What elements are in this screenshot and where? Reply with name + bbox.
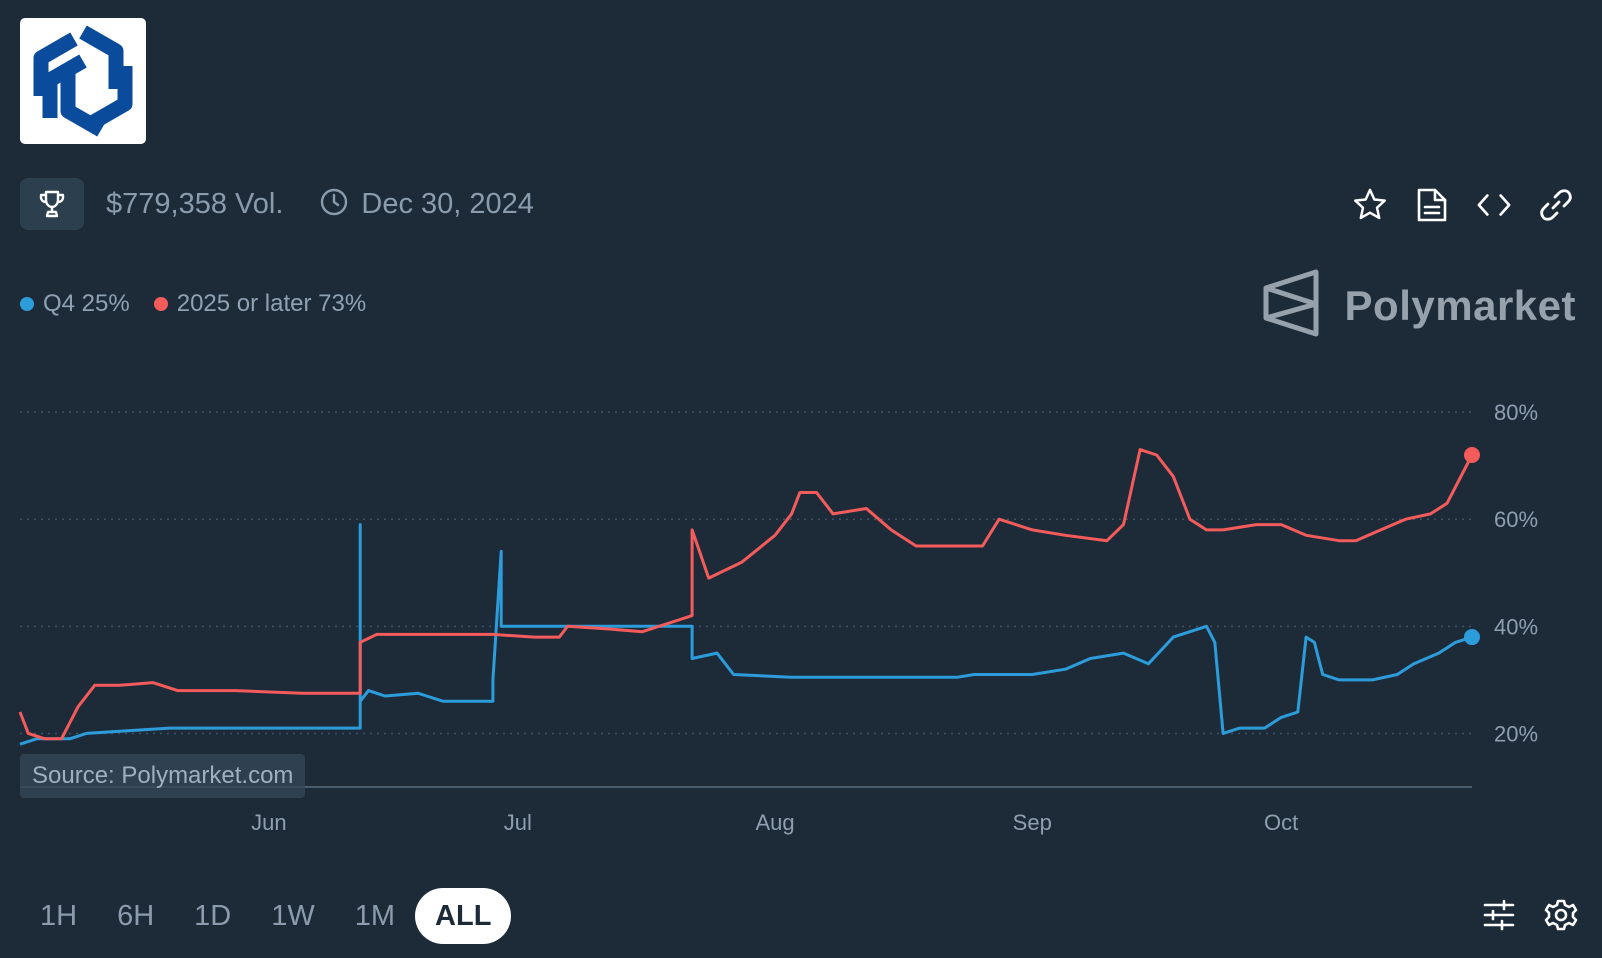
document-icon[interactable] xyxy=(1414,187,1450,223)
range-all-button[interactable]: ALL xyxy=(415,888,512,944)
clock-icon xyxy=(319,187,349,222)
volume-label: $779,358 Vol. xyxy=(106,187,284,220)
trophy-icon[interactable] xyxy=(20,178,84,230)
end-date: Dec 30, 2024 xyxy=(319,187,534,222)
x-tick-label: Jul xyxy=(504,810,532,835)
openai-logo-icon xyxy=(20,18,146,144)
gear-icon[interactable] xyxy=(1544,898,1578,937)
y-tick-label: 20% xyxy=(1494,721,1538,746)
range-1h-button[interactable]: 1H xyxy=(40,899,78,932)
x-tick-label: Aug xyxy=(755,810,794,835)
code-icon[interactable] xyxy=(1476,187,1512,223)
brand-name: Polymarket xyxy=(1344,281,1576,329)
polymarket-brand: Polymarket xyxy=(1261,268,1576,343)
y-tick-label: 60% xyxy=(1494,507,1538,532)
x-tick-label: Jun xyxy=(251,810,286,835)
link-icon[interactable] xyxy=(1538,187,1574,223)
source-label: Source: Polymarket.com xyxy=(20,754,306,798)
chart-controls xyxy=(1482,898,1578,937)
x-tick-label: Oct xyxy=(1264,810,1298,835)
x-tick-label: Sep xyxy=(1013,810,1052,835)
legend-item-q4: Q4 25% xyxy=(20,290,130,318)
series-endpoint-q4 xyxy=(1464,629,1480,646)
series-line-q4 xyxy=(19,523,1473,746)
market-meta: $779,358 Vol. Dec 30, 2024 xyxy=(20,178,534,230)
series-endpoint-2025-or-later xyxy=(1464,446,1480,463)
legend-item-2025: 2025 or later 73% xyxy=(153,290,367,318)
range-1w-button[interactable]: 1W xyxy=(271,899,315,932)
legend-label: Q4 25% xyxy=(43,290,130,317)
legend-dot xyxy=(20,297,34,311)
y-tick-label: 80% xyxy=(1494,400,1538,425)
series-line-2025-or-later xyxy=(18,448,1474,741)
end-date-label: Dec 30, 2024 xyxy=(361,187,534,220)
time-range-selector: 1H 6H 1D 1W 1M ALL xyxy=(20,888,512,944)
legend-label: 2025 or later 73% xyxy=(176,290,367,317)
y-tick-label: 40% xyxy=(1494,614,1538,639)
range-1m-button[interactable]: 1M xyxy=(354,899,396,932)
range-6h-button[interactable]: 6H xyxy=(117,899,155,932)
star-icon[interactable] xyxy=(1352,187,1388,223)
polymarket-logo-icon xyxy=(1261,268,1321,343)
chart-legend: Q4 25% 2025 or later 73% xyxy=(20,290,390,318)
sliders-icon[interactable] xyxy=(1482,898,1516,937)
market-actions xyxy=(1352,182,1574,228)
range-1d-button[interactable]: 1D xyxy=(194,899,232,932)
legend-dot xyxy=(153,297,168,311)
